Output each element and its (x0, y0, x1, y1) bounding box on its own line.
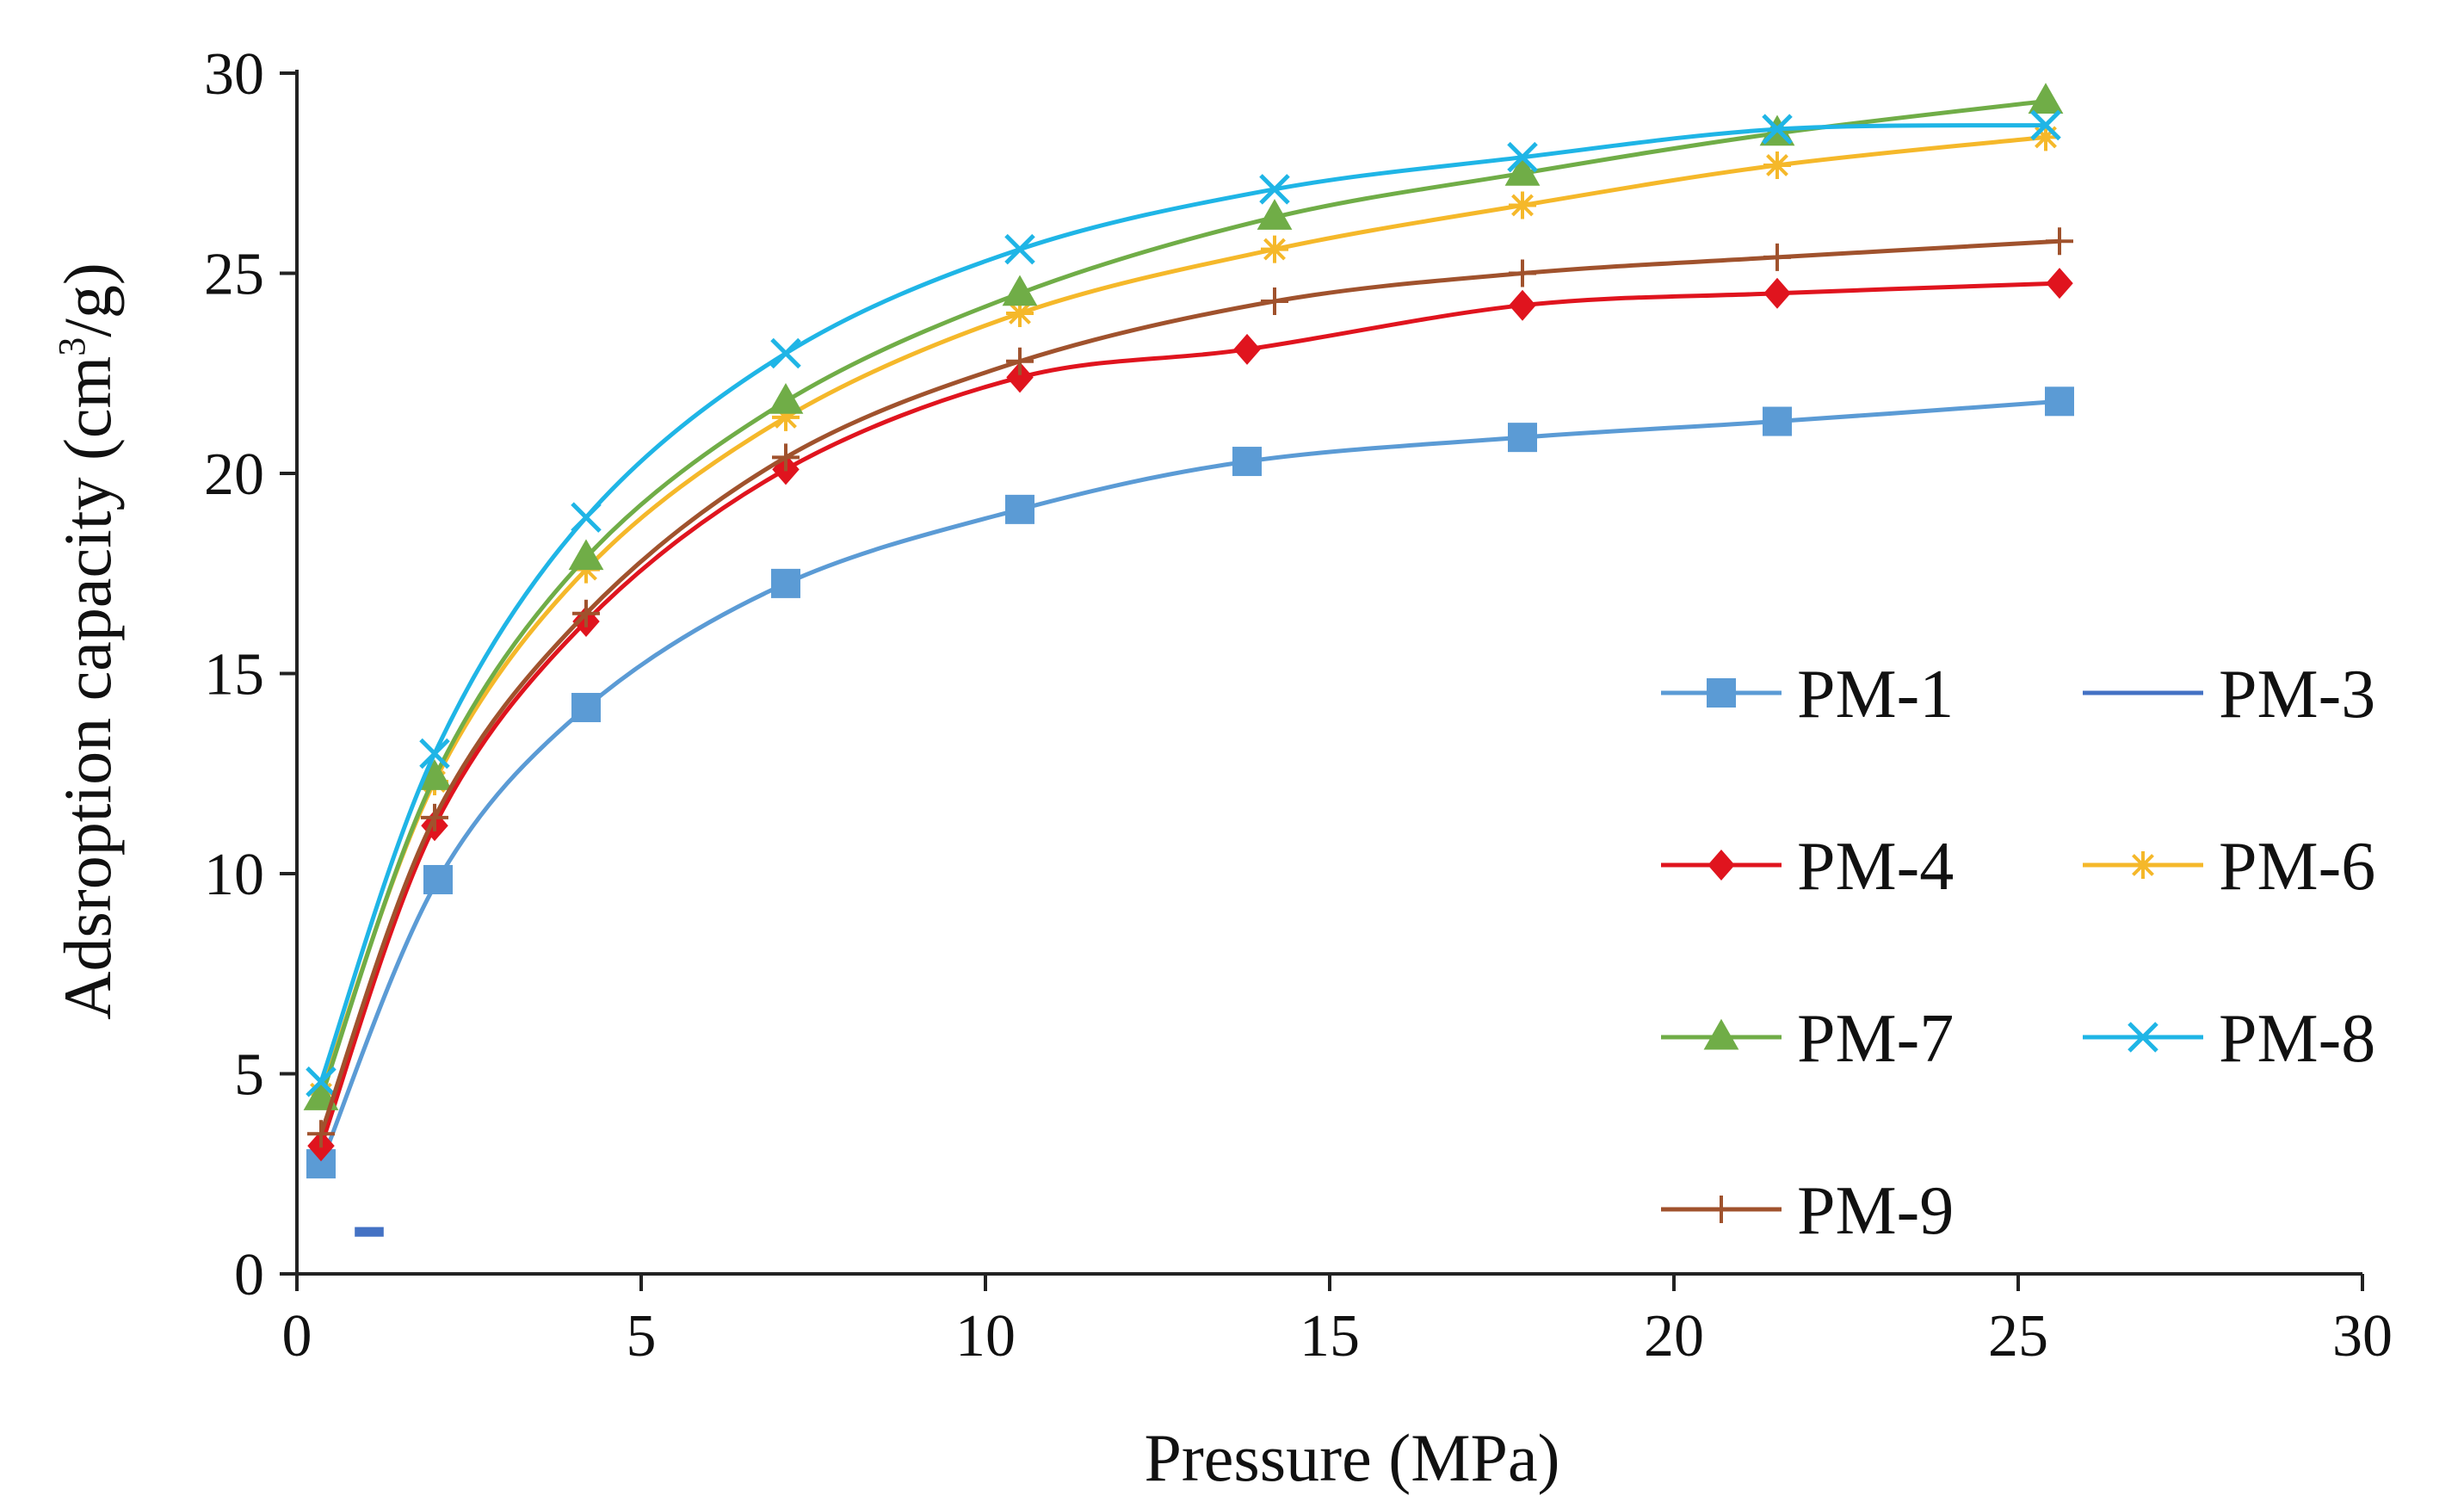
data-point (771, 568, 800, 598)
y-tick-label: 5 (234, 1042, 264, 1109)
data-point (1257, 199, 1293, 230)
y-axis-title: Adsroption capacity (cm3/g) (50, 263, 125, 1020)
legend-item-pm-4: PM-4 (1661, 829, 1954, 905)
legend-label: PM-6 (2219, 829, 2375, 905)
data-point (1261, 287, 1288, 316)
x-tick-label: 0 (282, 1303, 312, 1369)
y-axis-title-suffix: /g) (50, 263, 125, 337)
data-point (417, 759, 453, 790)
data-point (571, 693, 601, 723)
x-tick-label: 10 (955, 1303, 1016, 1369)
data-point (772, 403, 800, 431)
data-point (1504, 155, 1541, 186)
data-point (1763, 243, 1791, 271)
data-point (1509, 191, 1536, 219)
data-point (1763, 277, 1791, 309)
data-point (2032, 123, 2060, 151)
axes-layer (295, 70, 2362, 1276)
series-pm-9 (307, 227, 2073, 1148)
series-line (318, 123, 2047, 1083)
legend-label: PM-8 (2219, 1001, 2375, 1077)
legend-marker (2129, 851, 2157, 879)
series-layer (303, 83, 2074, 1237)
data-point (1259, 174, 1290, 205)
data-point (306, 1066, 337, 1097)
x-tick-label: 30 (2332, 1303, 2393, 1369)
data-point (768, 383, 804, 414)
data-point (1004, 233, 1035, 265)
y-tick-label: 0 (234, 1242, 264, 1308)
legend-item-pm-6: PM-6 (2083, 829, 2375, 905)
y-tick-label: 15 (204, 642, 264, 708)
x-tick-label: 15 (1300, 1303, 1360, 1369)
data-point (1002, 275, 1038, 306)
data-point (2046, 227, 2073, 256)
legend-label: PM-7 (1797, 1001, 1954, 1077)
legend-item-pm-8: PM-8 (2083, 1001, 2375, 1077)
legend-item-pm-1: PM-1 (1661, 657, 1954, 732)
legend-item-pm-9: PM-9 (1661, 1173, 1954, 1249)
legend-label: PM-9 (1797, 1173, 1954, 1249)
y-axis-title-superscript: 3 (51, 337, 93, 356)
data-point (2030, 109, 2061, 141)
y-tick-label: 10 (204, 842, 264, 908)
legend: PM-1 PM-3 PM-4 PM-6 PM-7 PM-8 PM-9 (1661, 657, 2375, 1249)
data-point (1763, 151, 1791, 179)
legend-item-pm-7: PM-7 (1661, 1001, 1954, 1077)
legend-marker (2127, 1022, 2158, 1053)
data-point (1006, 300, 1034, 327)
data-point (2028, 83, 2064, 114)
data-point (1509, 259, 1536, 287)
data-point (1507, 141, 1538, 173)
data-point (571, 502, 602, 533)
data-point (770, 337, 801, 369)
data-point (421, 803, 448, 831)
data-point (1261, 235, 1288, 263)
legend-item-pm-3: PM-3 (2083, 657, 2375, 732)
series-pm-3 (355, 1227, 384, 1237)
x-tick-label: 20 (1644, 1303, 1704, 1369)
y-tick-label: 30 (204, 41, 264, 108)
series-pm-7 (303, 83, 2064, 1110)
legend-label: PM-1 (1797, 657, 1954, 732)
legend-marker (1708, 1196, 1735, 1223)
legend-marker (1708, 850, 1735, 881)
data-point (1763, 406, 1792, 436)
y-tick-label: 20 (204, 442, 264, 508)
data-point (307, 1120, 335, 1148)
series-line (318, 99, 2047, 1099)
legend-marker (1707, 678, 1736, 708)
data-point (1006, 362, 1034, 393)
legend-label: PM-3 (2219, 657, 2375, 732)
x-tick-label: 25 (1988, 1303, 2048, 1369)
series-pm-8 (306, 109, 2061, 1097)
series-pm-6 (307, 123, 2060, 1108)
data-point (1509, 289, 1536, 321)
data-point (1005, 494, 1034, 524)
data-point (1006, 347, 1034, 375)
data-point (568, 539, 604, 571)
data-point (423, 864, 453, 894)
x-tick-label: 5 (627, 1303, 657, 1369)
data-point (2046, 268, 2073, 300)
data-point (1232, 447, 1262, 477)
x-axis-title: Pressure (MPa) (1144, 1420, 1559, 1495)
data-point (772, 443, 800, 472)
y-axis-title-main: Adsroption capacity (cm (50, 356, 125, 1020)
data-point (2045, 386, 2074, 417)
data-point (355, 1227, 384, 1237)
data-point (419, 738, 450, 769)
legend-label: PM-4 (1797, 829, 1954, 905)
legend-marker (1703, 1018, 1739, 1050)
ticks-layer: 0 5 10 15 20 25 30 0 5 10 15 20 25 30 (204, 41, 2393, 1369)
data-point (1508, 423, 1537, 453)
data-point (1762, 114, 1793, 145)
data-point (572, 599, 600, 627)
y-tick-label: 25 (204, 242, 264, 308)
data-point (1233, 333, 1261, 365)
